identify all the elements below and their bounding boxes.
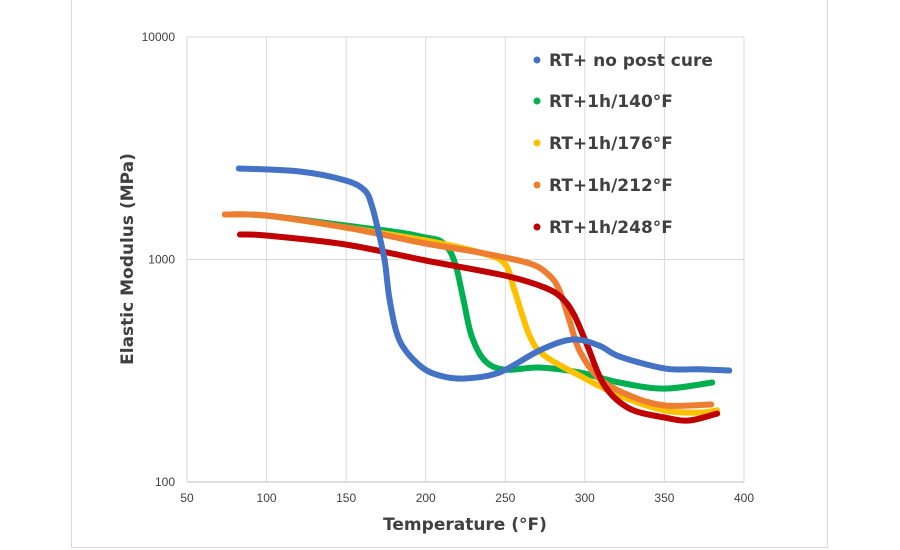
y-axis-title: Elastic Modulus (MPa) bbox=[118, 153, 138, 365]
series-rt-1h-248-f bbox=[237, 231, 721, 424]
y-tick-label: 10000 bbox=[142, 30, 176, 44]
legend-marker bbox=[533, 97, 541, 105]
legend-item: RT+1h/176°F bbox=[533, 134, 673, 154]
series-line bbox=[237, 231, 721, 424]
y-tick-label: 1000 bbox=[148, 253, 175, 267]
series-rt-1h-212-f bbox=[221, 211, 715, 409]
data-point bbox=[596, 342, 603, 349]
data-point bbox=[368, 202, 375, 209]
data-point bbox=[262, 232, 269, 239]
data-point bbox=[686, 417, 693, 424]
y-tick-label: 100 bbox=[155, 475, 175, 489]
series-group bbox=[221, 165, 733, 424]
data-point bbox=[262, 212, 269, 219]
legend-item: RT+1h/212°F bbox=[533, 176, 673, 196]
legend-item: RT+1h/248°F bbox=[533, 218, 673, 238]
data-point bbox=[661, 365, 668, 372]
data-point bbox=[481, 357, 488, 364]
data-point bbox=[541, 352, 548, 359]
x-tick-label: 200 bbox=[416, 491, 436, 505]
data-point bbox=[476, 249, 483, 256]
x-tick-label: 50 bbox=[180, 491, 194, 505]
data-point bbox=[714, 410, 721, 417]
data-point bbox=[422, 240, 429, 247]
data-point bbox=[616, 379, 623, 386]
x-tick-label: 400 bbox=[734, 491, 754, 505]
data-point bbox=[296, 168, 303, 175]
data-point bbox=[569, 336, 576, 343]
data-point bbox=[559, 295, 566, 302]
data-point bbox=[661, 385, 668, 392]
data-point bbox=[460, 297, 467, 304]
legend-marker bbox=[533, 223, 541, 231]
data-point bbox=[626, 405, 633, 412]
data-point bbox=[381, 257, 388, 264]
chart-frame bbox=[71, 0, 828, 548]
data-point bbox=[546, 272, 553, 279]
data-point bbox=[576, 347, 583, 354]
data-point bbox=[571, 312, 578, 319]
data-point bbox=[696, 409, 703, 416]
legend-marker bbox=[533, 139, 541, 147]
data-point bbox=[416, 362, 423, 369]
legend-item: RT+1h/140°F bbox=[533, 92, 673, 112]
legend: RT+ no post cure RT+1h/140°F RT+1h/176°F RT… bbox=[533, 51, 713, 238]
data-point bbox=[496, 369, 503, 376]
legend-marker bbox=[533, 181, 541, 189]
data-point bbox=[235, 165, 242, 172]
data-point bbox=[526, 260, 533, 267]
series-line bbox=[221, 211, 721, 416]
x-tick-label: 150 bbox=[336, 491, 356, 505]
data-point bbox=[342, 177, 349, 184]
data-point bbox=[541, 284, 548, 291]
data-point bbox=[566, 317, 573, 324]
data-point bbox=[386, 297, 393, 304]
data-point bbox=[616, 353, 623, 360]
data-point bbox=[601, 382, 608, 389]
x-axis-title: Temperature (°F) bbox=[383, 515, 547, 535]
data-point bbox=[626, 392, 633, 399]
data-point bbox=[461, 375, 468, 382]
data-point bbox=[526, 332, 533, 339]
legend-label: RT+1h/248°F bbox=[549, 218, 673, 238]
y-tick-labels: 100 1000 10000 bbox=[142, 30, 176, 489]
data-point bbox=[709, 379, 716, 386]
data-point bbox=[661, 402, 668, 409]
legend-label: RT+1h/140°F bbox=[549, 92, 673, 112]
axes bbox=[186, 37, 744, 483]
data-point bbox=[708, 401, 715, 408]
data-point bbox=[511, 287, 518, 294]
x-tick-labels: 50 100 150 200 250 300 350 400 bbox=[180, 491, 754, 505]
data-point bbox=[501, 272, 508, 279]
x-tick-label: 350 bbox=[654, 491, 674, 505]
data-point bbox=[396, 337, 403, 344]
legend-item: RT+ no post cure bbox=[533, 51, 713, 71]
data-point bbox=[661, 414, 668, 421]
legend-label: RT+ no post cure bbox=[549, 51, 713, 71]
series-rt-no-post-cure bbox=[235, 165, 733, 382]
legend-marker bbox=[533, 56, 541, 64]
x-tick-label: 300 bbox=[575, 491, 595, 505]
data-point bbox=[576, 372, 583, 379]
data-point bbox=[536, 364, 543, 371]
legend-label: RT+1h/212°F bbox=[549, 176, 673, 196]
data-point bbox=[342, 241, 349, 248]
data-point bbox=[661, 407, 668, 414]
data-point bbox=[726, 367, 733, 374]
data-point bbox=[361, 187, 368, 194]
data-point bbox=[221, 211, 228, 218]
x-tick-label: 100 bbox=[257, 491, 277, 505]
x-tick-label: 250 bbox=[495, 491, 515, 505]
data-point bbox=[237, 231, 243, 238]
data-point bbox=[422, 257, 429, 264]
data-point bbox=[468, 332, 475, 339]
data-point bbox=[374, 225, 381, 232]
data-point bbox=[436, 372, 443, 379]
data-point bbox=[342, 224, 349, 231]
data-point bbox=[696, 366, 703, 373]
legend-label: RT+1h/176°F bbox=[549, 134, 673, 154]
data-point bbox=[501, 260, 508, 267]
data-point bbox=[536, 347, 543, 354]
